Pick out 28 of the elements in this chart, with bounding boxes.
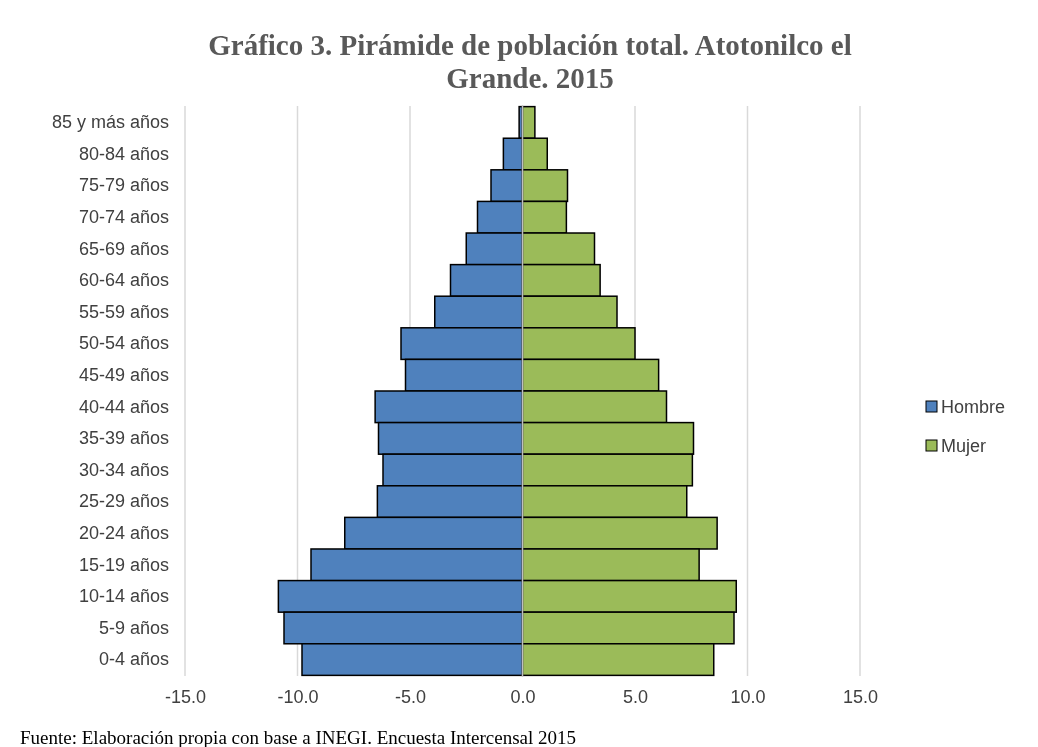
x-tick-label: -10.0 (277, 686, 319, 707)
y-tick-label: 40-44 años (78, 396, 169, 417)
y-tick-label: 80-84 años (78, 143, 169, 164)
y-tick-label: 5-9 años (98, 617, 169, 638)
x-tick-label: 0.0 (510, 686, 536, 707)
legend-label: Mujer (941, 436, 987, 456)
y-tick-label: 55-59 años (78, 301, 169, 322)
y-tick-label: 30-34 años (78, 459, 169, 480)
y-tick-label: 0-4 años (98, 649, 169, 670)
y-tick-label: 75-79 años (78, 175, 169, 196)
y-tick-label: 45-49 años (78, 364, 169, 385)
x-tick-label: 5.0 (622, 686, 649, 707)
y-tick-label: 60-64 años (78, 270, 169, 291)
y-tick-label: 25-29 años (78, 491, 169, 512)
x-tick-label: 10.0 (730, 686, 766, 707)
legend-label: Hombre (941, 397, 1006, 417)
y-tick-label: 15-19 años (78, 554, 169, 575)
y-tick-label: 20-24 años (78, 522, 169, 543)
y-tick-label: 10-14 años (78, 586, 169, 607)
y-tick-label: 35-39 años (78, 428, 169, 449)
x-tick-label: -5.0 (394, 686, 427, 707)
x-tick-label: -15.0 (164, 686, 207, 707)
y-tick-label: 70-74 años (78, 206, 169, 227)
y-tick-label: 85 y más años (51, 112, 169, 133)
x-tick-label: 15.0 (842, 686, 879, 707)
y-tick-label: 50-54 años (78, 333, 169, 354)
chart-title: Gráfico 3. Pirámide de población total. Atotonilco el Grande. 2015 (208, 29, 852, 94)
y-tick-label: 65-69 años (78, 238, 169, 259)
